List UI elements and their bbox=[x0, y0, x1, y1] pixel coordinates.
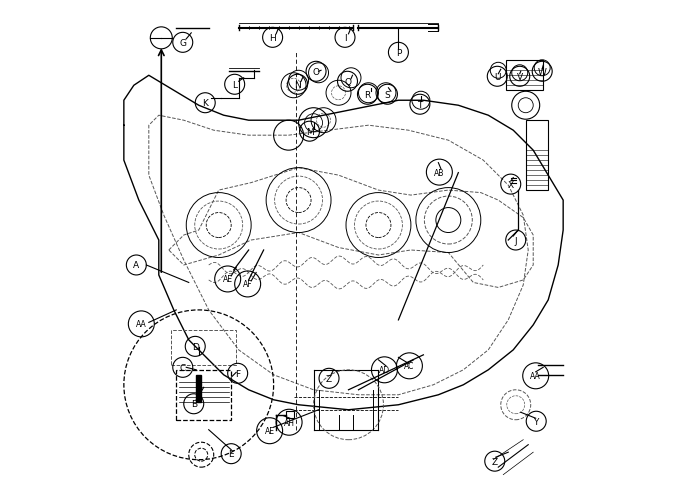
Text: N: N bbox=[294, 81, 301, 90]
Text: V: V bbox=[516, 73, 523, 82]
Text: J: J bbox=[514, 236, 517, 245]
Text: Z: Z bbox=[491, 457, 498, 466]
Text: AF: AF bbox=[243, 280, 252, 289]
Text: I: I bbox=[344, 34, 346, 43]
Text: T: T bbox=[418, 101, 422, 110]
Bar bbox=[286, 411, 293, 418]
Text: U: U bbox=[494, 73, 500, 82]
Text: Q: Q bbox=[344, 78, 351, 87]
Text: Y: Y bbox=[533, 417, 539, 426]
Text: AD: AD bbox=[379, 366, 390, 375]
Text: AA: AA bbox=[530, 372, 541, 381]
Text: O: O bbox=[312, 68, 319, 77]
Text: R: R bbox=[365, 91, 371, 100]
Text: AB: AB bbox=[434, 168, 445, 177]
Text: B: B bbox=[191, 399, 197, 408]
Text: W: W bbox=[538, 68, 546, 77]
Text: X: X bbox=[507, 180, 514, 189]
Bar bbox=[197, 375, 201, 402]
Text: AE: AE bbox=[222, 275, 233, 284]
Text: K: K bbox=[202, 99, 208, 108]
Text: AA: AA bbox=[136, 320, 146, 329]
Text: G: G bbox=[179, 39, 186, 48]
Text: Z: Z bbox=[326, 374, 332, 383]
Text: AH: AH bbox=[284, 418, 295, 427]
Text: D: D bbox=[192, 342, 199, 351]
Text: AE: AE bbox=[265, 426, 275, 435]
Text: M: M bbox=[306, 127, 314, 136]
Text: AC: AC bbox=[404, 362, 415, 371]
Text: H: H bbox=[269, 34, 276, 43]
Text: C: C bbox=[180, 363, 186, 372]
Text: F: F bbox=[235, 369, 240, 378]
Text: A: A bbox=[133, 261, 139, 270]
Text: P: P bbox=[396, 49, 401, 58]
Text: S: S bbox=[385, 91, 390, 100]
Text: E: E bbox=[229, 449, 234, 458]
Text: L: L bbox=[232, 81, 237, 90]
